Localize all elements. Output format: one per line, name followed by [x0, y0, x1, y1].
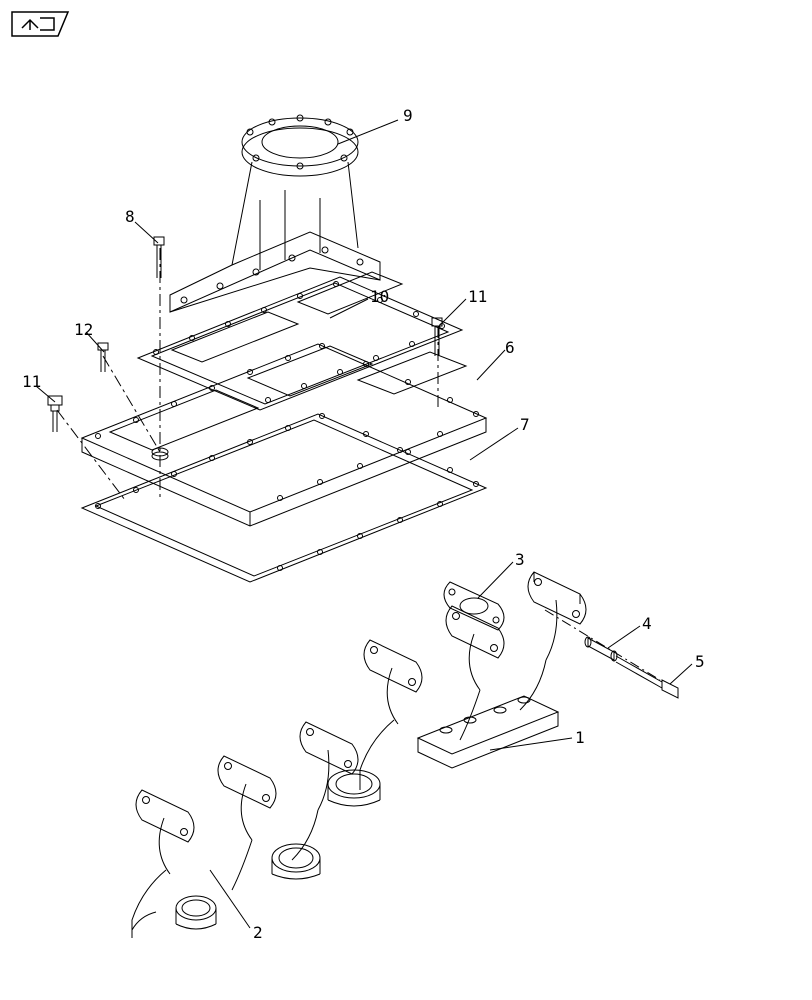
callout-11b: 11 — [22, 372, 41, 391]
callout-9: 9 — [403, 106, 413, 125]
callout-11a: 11 — [468, 287, 487, 306]
callout-2: 2 — [253, 923, 263, 942]
intake-housing — [170, 115, 380, 312]
callout-4: 4 — [642, 614, 652, 633]
callout-3: 3 — [515, 550, 525, 569]
callout-1: 1 — [575, 728, 585, 747]
bolt-8 — [154, 237, 164, 278]
cover-plate — [82, 344, 486, 527]
gasket-upper — [138, 272, 462, 410]
exploded-diagram — [0, 0, 812, 1000]
exhaust-manifold-end — [132, 722, 358, 938]
callout-12: 12 — [74, 320, 93, 339]
callout-leaders — [36, 120, 692, 928]
callout-10: 10 — [370, 287, 389, 306]
callout-5: 5 — [695, 652, 705, 671]
exhaust-manifold-center — [328, 572, 586, 806]
callout-8: 8 — [125, 207, 135, 226]
spacer-bolt — [545, 610, 678, 698]
callout-7: 7 — [520, 415, 530, 434]
gasket-lower — [82, 414, 486, 583]
callout-6: 6 — [505, 338, 515, 357]
